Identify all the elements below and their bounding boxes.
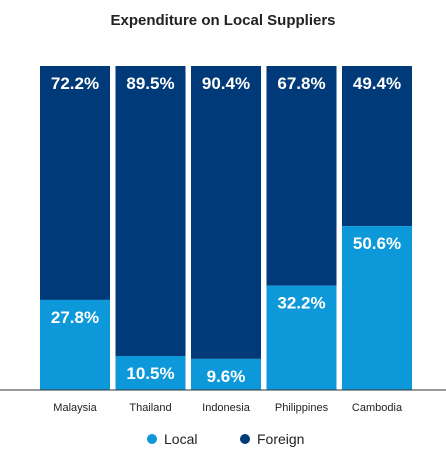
bar-foreign-malaysia <box>40 66 110 300</box>
data-label-foreign-thailand: 89.5% <box>126 74 174 93</box>
x-tick-label-malaysia: Malaysia <box>53 402 97 414</box>
legend-label-foreign: Foreign <box>257 431 304 447</box>
x-tick-labels: Malaysia Thailand Indonesia Philippines Camb… <box>53 402 403 414</box>
data-label-local-malaysia: 27.8% <box>51 308 99 327</box>
legend-swatch-foreign <box>240 434 250 444</box>
bar-group-philippines: 67.8% 32.2% <box>266 66 337 390</box>
bar-foreign-cambodia <box>342 66 412 227</box>
legend: Local Foreign <box>147 431 304 447</box>
bars-layer: 72.2% 27.8% 89.5% 10.5% 90.4% 9.6% 67.8% 32.2% 4… <box>40 66 412 390</box>
data-label-foreign-malaysia: 72.2% <box>51 74 99 93</box>
data-label-local-indonesia: 9.6% <box>207 367 246 386</box>
data-label-foreign-cambodia: 49.4% <box>353 74 401 93</box>
bar-local-thailand <box>115 355 186 390</box>
bar-foreign-philippines <box>266 66 337 286</box>
x-tick-label-indonesia: Indonesia <box>202 402 251 414</box>
data-label-foreign-philippines: 67.8% <box>277 74 325 93</box>
legend-swatch-local <box>147 434 157 444</box>
bar-local-cambodia <box>342 226 412 390</box>
data-label-local-cambodia: 50.6% <box>353 234 401 253</box>
bar-local-malaysia <box>40 299 110 390</box>
legend-item-foreign: Foreign <box>240 431 304 447</box>
x-tick-label-philippines: Philippines <box>275 402 329 414</box>
legend-item-local: Local <box>147 431 197 447</box>
chart-title: Expenditure on Local Suppliers <box>110 12 335 29</box>
bar-local-indonesia <box>191 358 261 390</box>
bar-group-malaysia: 72.2% 27.8% <box>40 66 110 390</box>
x-tick-label-thailand: Thailand <box>129 402 171 414</box>
data-label-local-thailand: 10.5% <box>126 364 174 383</box>
bar-group-indonesia: 90.4% 9.6% <box>191 66 261 390</box>
data-label-foreign-indonesia: 90.4% <box>202 74 250 93</box>
legend-label-local: Local <box>164 431 197 447</box>
bar-group-cambodia: 49.4% 50.6% <box>342 66 412 390</box>
data-label-local-philippines: 32.2% <box>277 294 325 313</box>
bar-foreign-thailand <box>115 66 186 356</box>
bar-foreign-indonesia <box>191 66 261 359</box>
bar-group-thailand: 89.5% 10.5% <box>115 66 186 390</box>
x-tick-label-cambodia: Cambodia <box>352 402 403 414</box>
bar-local-philippines <box>266 285 337 390</box>
